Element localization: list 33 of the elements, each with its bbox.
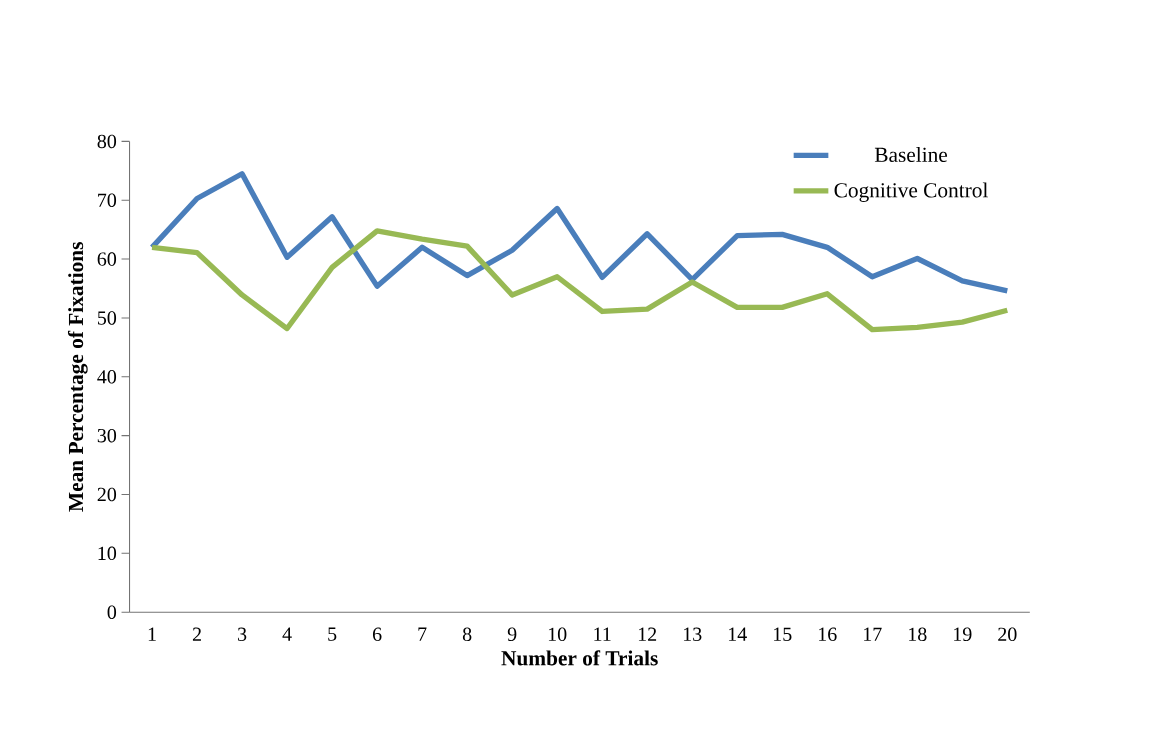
y-tick-label: 20 bbox=[97, 487, 117, 502]
x-tick-label: 11 bbox=[594, 627, 611, 641]
legend-label: Cognitive Control bbox=[834, 182, 988, 203]
x-tick-label: 9 bbox=[507, 627, 517, 642]
x-tick-label: 8 bbox=[462, 627, 472, 642]
x-tick-label: 4 bbox=[282, 627, 292, 641]
x-tick-label: 14 bbox=[728, 627, 747, 641]
y-tick-label: 10 bbox=[98, 546, 117, 561]
x-tick-label: 3 bbox=[238, 627, 247, 642]
y-tick-label: 0 bbox=[107, 605, 117, 620]
x-axis-title: Number of Trials bbox=[501, 650, 658, 666]
x-tick-label: 6 bbox=[372, 627, 382, 642]
y-axis-title: Mean Percentage of Fixations bbox=[67, 242, 88, 512]
y-tick-label: 70 bbox=[98, 193, 117, 208]
x-tick-label: 19 bbox=[954, 627, 972, 642]
x-tick-label: 7 bbox=[418, 627, 427, 641]
x-tick-label: 5 bbox=[328, 627, 337, 642]
x-tick-label: 16 bbox=[819, 627, 837, 642]
x-tick-label: 20 bbox=[998, 627, 1017, 642]
y-tick-label: 60 bbox=[97, 252, 117, 267]
y-tick-label: 80 bbox=[97, 134, 117, 149]
x-tick-label: 12 bbox=[638, 627, 657, 642]
y-tick-label: 40 bbox=[97, 370, 117, 384]
legend-label: Baseline bbox=[874, 147, 948, 163]
x-tick-label: 1 bbox=[148, 627, 156, 641]
y-tick-label: 30 bbox=[97, 429, 117, 443]
x-tick-label: 2 bbox=[192, 627, 201, 642]
x-tick-label: 17 bbox=[864, 627, 882, 641]
y-tick-label: 50 bbox=[97, 311, 117, 325]
x-tick-label: 10 bbox=[548, 627, 567, 642]
x-tick-label: 15 bbox=[773, 627, 792, 642]
x-tick-label: 13 bbox=[683, 627, 702, 642]
x-tick-label: 18 bbox=[909, 627, 927, 642]
